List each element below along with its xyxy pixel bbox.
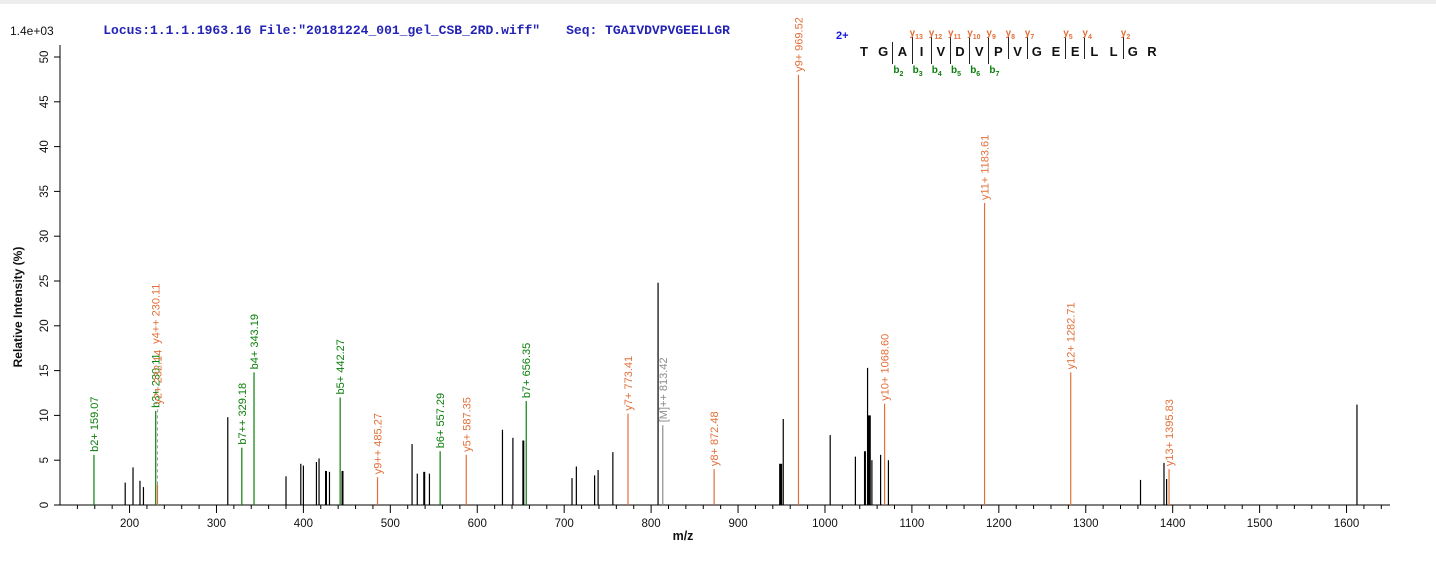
peptide-residue: G [878, 44, 889, 59]
peptide-residue: G [1031, 44, 1042, 59]
fragment-cleavage-bar [930, 37, 932, 64]
fragment-cleavage-bar [969, 37, 971, 64]
x-tick-label: 300 [207, 518, 226, 530]
peak-label: y8+ 872.48 [709, 411, 721, 466]
y-tick-label: 10 [39, 409, 51, 422]
peak-label: b2+ 159.07 [89, 396, 101, 451]
peptide-residue: E [1051, 44, 1061, 59]
peptide-residue: L [1090, 44, 1099, 59]
b-ion-label: b7 [989, 65, 1000, 78]
y-tick-label: 5 [39, 457, 51, 463]
x-tick-label: 1400 [1160, 518, 1186, 530]
peptide-residue: I [919, 44, 924, 59]
x-tick-label: 200 [120, 518, 139, 530]
y-ion-label: y8 [1005, 28, 1016, 41]
peptide-residue: R [1147, 44, 1157, 59]
x-tick-label: 1300 [1073, 518, 1099, 530]
peptide-residue: P [994, 44, 1003, 59]
fragment-cleavage-bar [911, 37, 913, 64]
x-tick-label: 1200 [986, 518, 1012, 530]
y-ion-label: y13 [909, 28, 923, 41]
peptide-residue: A [897, 44, 908, 59]
x-tick-label: 800 [642, 518, 661, 530]
y-tick-label: 30 [39, 230, 51, 243]
peak-label: b7+ 656.35 [521, 343, 533, 398]
peptide-residue: G [1127, 44, 1138, 59]
peptide-residue: E [1070, 44, 1080, 59]
fragment-cleavage-bar [950, 37, 951, 64]
locus-file-text: Locus:1.1.1.1963.16 File:"20181224_001_g… [103, 23, 541, 38]
fragment-cleavage-bar [892, 42, 894, 64]
y-tick-label: 50 [39, 51, 51, 64]
b-ion-label: b4 [931, 65, 942, 78]
fragment-cleavage-bar [1007, 37, 1009, 59]
y-ion-label: y4 [1082, 28, 1092, 41]
y-ion-label: y12 [928, 28, 943, 41]
window-edge [0, 0, 1436, 4]
b-ion-label: b3 [912, 65, 923, 78]
x-tick-label: 1500 [1247, 518, 1273, 530]
peptide-residue: V [974, 44, 984, 59]
x-tick-label: 400 [294, 518, 313, 530]
peak-label: y5+ 587.35 [461, 397, 473, 452]
spectrum-header: Locus:1.1.1.1963.16 File:"20181224_001_g… [72, 8, 730, 53]
y-ion-label: y11 [948, 28, 961, 41]
y-ion-label: y2 [1120, 28, 1131, 41]
y-ion-label: y10 [967, 28, 981, 41]
y-tick-label: 15 [39, 364, 51, 377]
fragment-cleavage-bar [1084, 37, 1086, 59]
peptide-residue: D [955, 44, 965, 59]
y-ion-label: y7 [1024, 28, 1035, 41]
peak-label: y2+ 232.14 [152, 350, 164, 405]
peak-label: y4++ 230.11 [151, 284, 163, 344]
peptide-residue: L [1109, 44, 1118, 59]
peptide-residue: V [936, 44, 946, 59]
peak-label: y11+ 1183.61 [980, 135, 992, 200]
x-tick-label: 600 [468, 518, 487, 530]
peak-label: y13+ 1395.83 [1164, 399, 1176, 466]
peak-label: y9+ 969.52 [793, 17, 805, 72]
precursor-charge: 2+ [836, 30, 849, 42]
y-ion-label: y5 [1063, 28, 1073, 41]
x-tick-label: 500 [381, 518, 400, 530]
x-tick-label: 900 [728, 518, 747, 530]
y-tick-label: 20 [39, 319, 51, 332]
x-axis-label: m/z [673, 529, 694, 543]
sequence-label: Seq: [566, 23, 598, 38]
peptide-residue: T [860, 44, 868, 59]
peak-label: b7++ 329.18 [237, 383, 249, 445]
y-ion-label: y9 [986, 28, 996, 41]
x-tick-label: 1600 [1334, 518, 1360, 530]
fragment-cleavage-bar [1065, 37, 1067, 59]
y-tick-label: 40 [39, 140, 51, 153]
fragment-cleavage-bar [1026, 37, 1028, 59]
b-ion-label: b2 [893, 65, 904, 78]
peak-label: y12+ 1282.71 [1066, 302, 1078, 369]
b-ion-label: b5 [951, 65, 962, 78]
y-tick-label: 0 [39, 502, 51, 508]
peak-label: b6+ 557.29 [435, 393, 447, 448]
peak-label: y10+ 1068.60 [880, 334, 892, 401]
fragment-cleavage-bar [1122, 37, 1124, 59]
peak-label: b4+ 343.19 [249, 314, 261, 369]
x-tick-label: 1000 [812, 518, 838, 530]
peak-label: y7+ 773.41 [623, 356, 635, 411]
x-tick-label: 700 [555, 518, 574, 530]
fragment-cleavage-bar [988, 37, 990, 64]
peak-label: [M]++ 813.42 [658, 357, 670, 422]
peak-label: b3+ 230.11 [151, 353, 163, 408]
peak-label: b5+ 442.27 [335, 339, 347, 394]
x-tick-label: 1100 [900, 518, 925, 530]
y-tick-label: 45 [39, 95, 51, 108]
y-tick-label: 35 [39, 185, 51, 198]
b-ion-label: b6 [970, 65, 981, 78]
intensity-scale-label: 1.4e+03 [10, 24, 54, 38]
peak-label: y9++ 485.27 [373, 413, 385, 474]
sequence-value: TGAIVDVPVGEELLGR [605, 23, 730, 38]
peptide-residue: V [1013, 44, 1022, 59]
y-tick-label: 25 [39, 275, 51, 288]
